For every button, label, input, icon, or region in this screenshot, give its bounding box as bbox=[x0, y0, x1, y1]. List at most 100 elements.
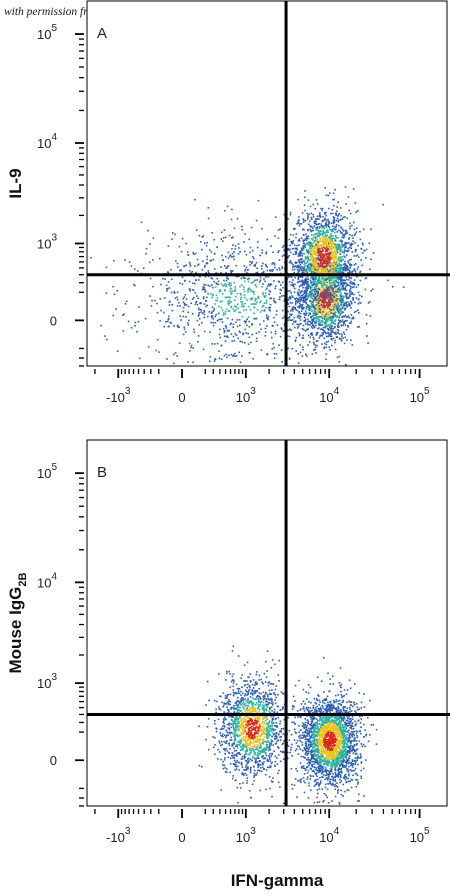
event-dot bbox=[310, 293, 312, 295]
event-dot bbox=[197, 315, 200, 317]
event-dot bbox=[332, 699, 335, 702]
event-dot bbox=[341, 276, 344, 278]
event-dot bbox=[293, 784, 296, 786]
event-dot bbox=[342, 282, 344, 284]
event-dot bbox=[195, 300, 198, 303]
event-dot bbox=[150, 305, 153, 307]
event-dot bbox=[346, 217, 348, 219]
event-dot bbox=[326, 315, 328, 318]
event-dot bbox=[337, 773, 340, 776]
event-dot bbox=[316, 235, 319, 238]
event-dot bbox=[319, 230, 321, 232]
event-dot bbox=[337, 300, 339, 303]
event-dot bbox=[255, 298, 258, 301]
event-dot bbox=[346, 319, 348, 322]
event-dot bbox=[307, 214, 309, 217]
event-dot bbox=[330, 728, 333, 730]
event-dot bbox=[365, 322, 368, 325]
event-dot bbox=[331, 304, 333, 306]
event-dot bbox=[261, 249, 263, 251]
event-dot bbox=[289, 313, 292, 316]
event-dot bbox=[356, 759, 358, 762]
event-dot bbox=[335, 308, 338, 311]
event-dot bbox=[196, 295, 198, 297]
event-dot bbox=[318, 218, 320, 220]
event-dot bbox=[322, 232, 324, 235]
event-dot bbox=[325, 341, 328, 343]
event-dot bbox=[317, 294, 319, 297]
event-dot bbox=[347, 284, 350, 286]
event-dot bbox=[338, 244, 341, 246]
event-dot bbox=[330, 249, 332, 251]
event-dot bbox=[309, 288, 312, 291]
event-dot bbox=[283, 254, 285, 256]
event-dot bbox=[138, 306, 140, 308]
event-dot bbox=[260, 349, 263, 351]
event-dot bbox=[325, 335, 328, 338]
event-dot bbox=[226, 267, 228, 269]
event-dot bbox=[294, 261, 297, 264]
event-dot bbox=[301, 284, 303, 286]
event-dot bbox=[327, 672, 329, 675]
event-dot bbox=[324, 225, 326, 227]
event-dot bbox=[329, 298, 332, 301]
event-dot bbox=[331, 255, 333, 257]
event-dot bbox=[228, 300, 230, 303]
event-dot bbox=[314, 219, 317, 222]
event-dot bbox=[230, 301, 233, 303]
event-dot bbox=[330, 338, 333, 340]
event-dot bbox=[288, 255, 290, 257]
event-dot bbox=[213, 280, 215, 283]
event-dot bbox=[155, 349, 158, 352]
event-dot bbox=[328, 256, 331, 258]
event-dot bbox=[345, 203, 347, 205]
event-dot bbox=[264, 327, 267, 330]
event-dot bbox=[127, 320, 130, 323]
event-dot bbox=[356, 774, 359, 777]
event-dot bbox=[314, 268, 317, 271]
event-dot bbox=[306, 328, 308, 331]
event-dot bbox=[201, 248, 203, 251]
event-dot bbox=[236, 303, 239, 306]
event-dot bbox=[345, 693, 348, 695]
event-dot bbox=[318, 788, 321, 790]
event-dot bbox=[341, 271, 344, 274]
event-dots bbox=[90, 186, 405, 366]
event-dot bbox=[365, 248, 368, 251]
event-dot bbox=[303, 204, 306, 206]
event-dot bbox=[269, 309, 272, 312]
event-dot bbox=[313, 711, 316, 713]
event-dot bbox=[336, 356, 339, 359]
event-dot bbox=[311, 270, 313, 273]
event-dot bbox=[327, 340, 330, 343]
event-dot bbox=[328, 775, 330, 778]
event-dot bbox=[329, 319, 332, 321]
event-dot bbox=[332, 299, 335, 302]
event-dot bbox=[342, 236, 345, 239]
event-dot bbox=[326, 320, 329, 322]
event-dot bbox=[344, 324, 347, 326]
event-dot bbox=[268, 293, 270, 296]
event-dot bbox=[335, 785, 338, 787]
event-dot bbox=[333, 332, 336, 334]
event-dot bbox=[342, 311, 344, 313]
event-dot bbox=[332, 287, 334, 290]
event-dot bbox=[341, 246, 343, 249]
event-dot bbox=[315, 270, 317, 272]
event-dot bbox=[311, 296, 313, 298]
y-tick-label: 104 bbox=[37, 132, 57, 151]
event-dot bbox=[350, 307, 352, 309]
event-dot bbox=[179, 305, 181, 307]
event-dot bbox=[322, 259, 324, 262]
event-dot bbox=[309, 324, 311, 326]
event-dot bbox=[105, 266, 108, 269]
event-dot bbox=[239, 293, 242, 295]
event-dot bbox=[220, 283, 223, 285]
event-dot bbox=[305, 313, 307, 315]
event-dot bbox=[337, 264, 339, 266]
event-dot bbox=[362, 244, 364, 246]
event-dot bbox=[312, 312, 315, 315]
event-dot bbox=[329, 236, 332, 238]
event-dot bbox=[203, 266, 206, 268]
event-dot bbox=[266, 316, 268, 319]
